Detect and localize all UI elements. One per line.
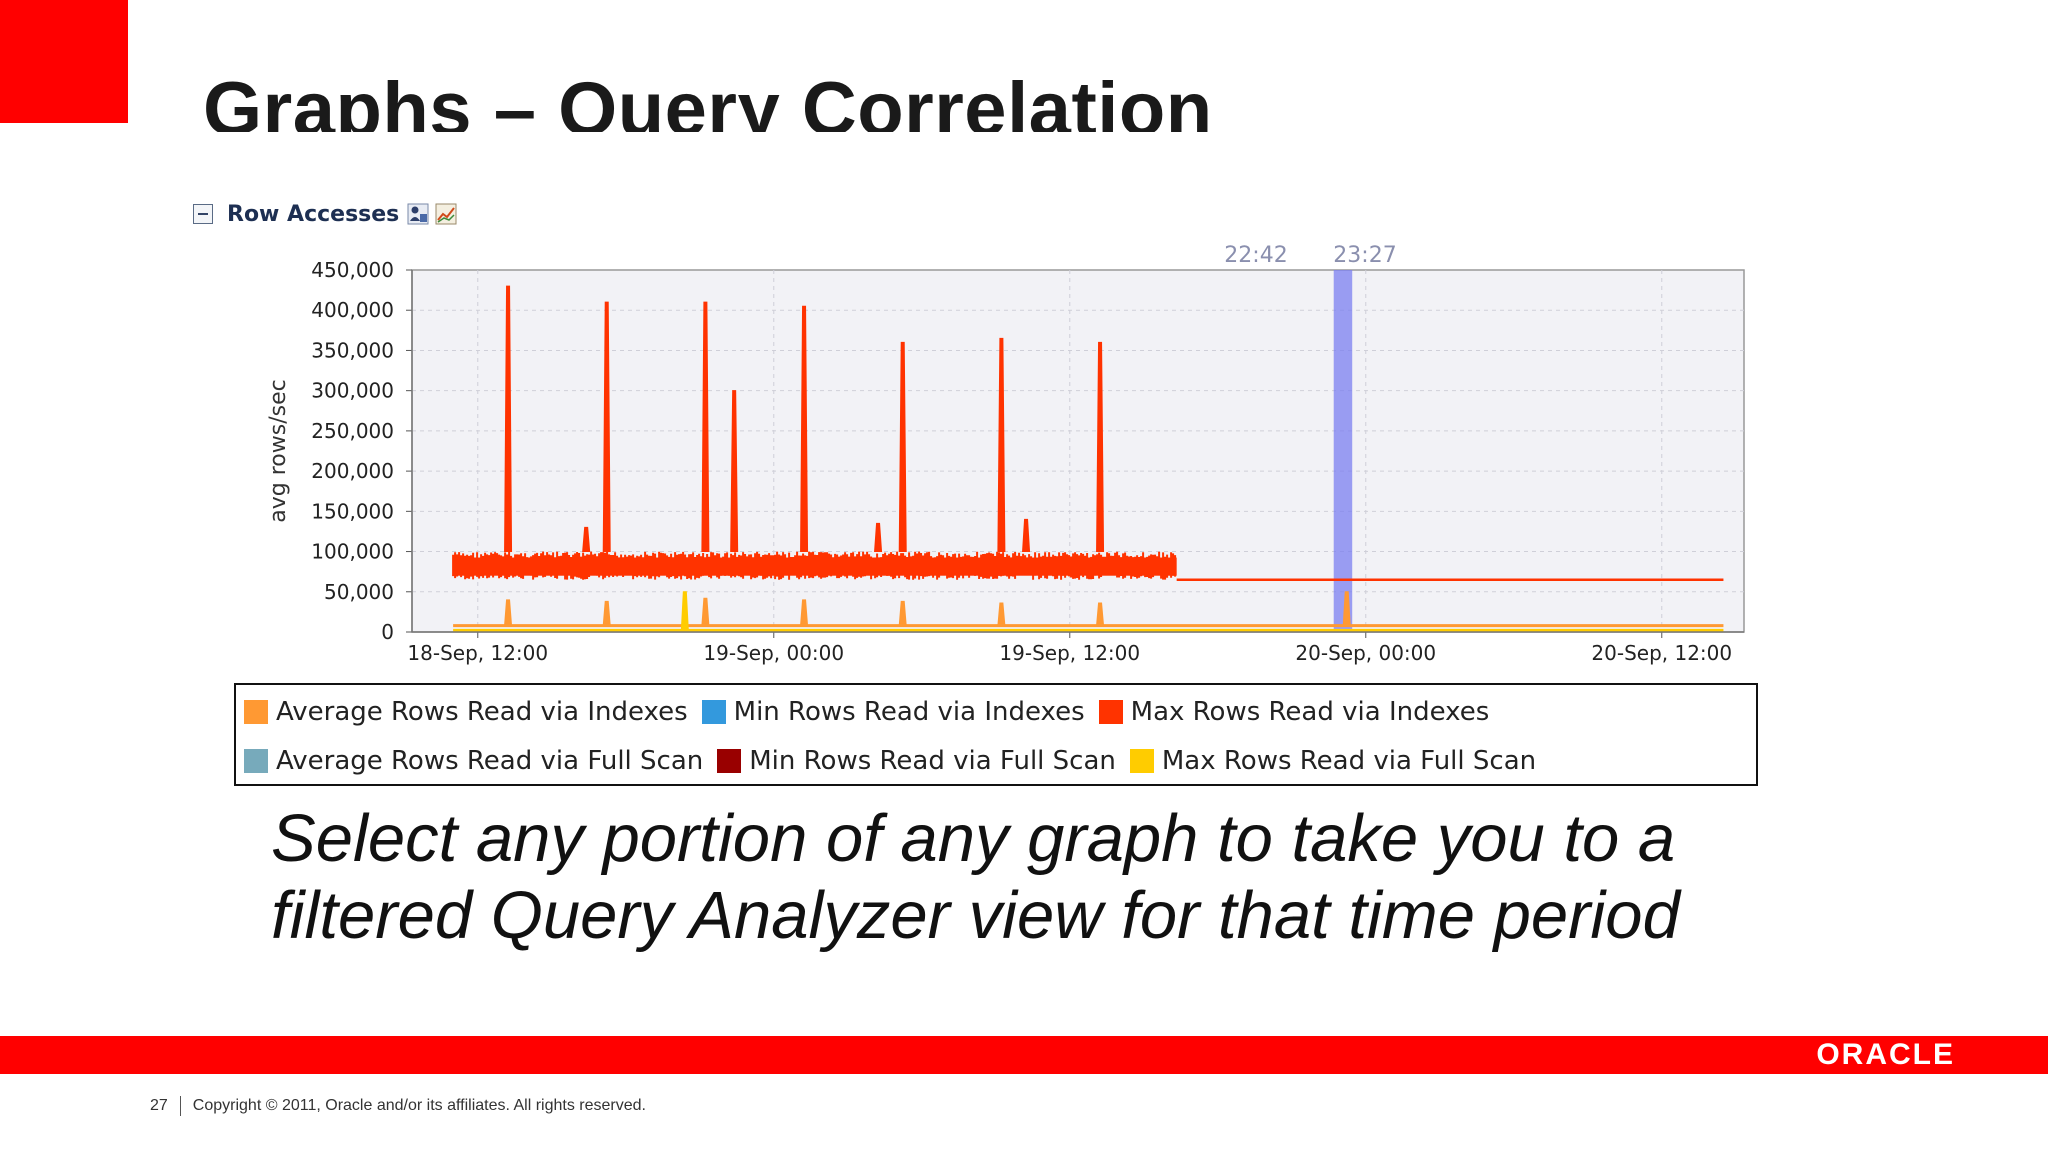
footer-bar (0, 1036, 2048, 1074)
series-spike (701, 301, 710, 553)
brand-red-block (0, 0, 128, 123)
selection-end-label: 23:27 (1333, 243, 1396, 268)
legend-label: Average Rows Read via Full Scan (276, 746, 704, 776)
series-spike (701, 597, 710, 627)
y-tick-label: 100,000 (311, 540, 394, 564)
page-number: 27 (150, 1097, 168, 1114)
x-tick-label: 19-Sep, 12:00 (999, 641, 1140, 665)
series-spike (800, 599, 809, 627)
series-spike (504, 599, 513, 627)
series-spike (874, 522, 883, 553)
y-tick-label: 0 (381, 620, 394, 644)
y-tick-label: 300,000 (311, 379, 394, 403)
y-tick-label: 250,000 (311, 419, 394, 443)
x-tick-label: 19-Sep, 00:00 (703, 641, 844, 665)
time-selection[interactable] (1333, 270, 1353, 632)
caption-line-1: Select any portion of any graph to take … (271, 801, 1676, 876)
y-tick-label: 50,000 (324, 580, 394, 604)
series-spike (1096, 602, 1105, 627)
x-tick-label: 20-Sep, 12:00 (1591, 641, 1732, 665)
x-tick-label: 20-Sep, 00:00 (1295, 641, 1436, 665)
series-spike (1022, 518, 1031, 553)
series-spike (800, 305, 809, 553)
chart-legend: Average Rows Read via Indexes Min Rows Re… (234, 683, 1758, 786)
y-tick-label: 200,000 (311, 459, 394, 483)
series-spike (680, 591, 689, 631)
panel-title: Row Accesses (227, 201, 400, 227)
y-tick-label: 150,000 (311, 499, 394, 523)
legend-label: Average Rows Read via Indexes (276, 697, 688, 727)
panel-header: Row Accesses (193, 197, 463, 231)
legend-swatch (1129, 749, 1154, 773)
series-spike (602, 600, 611, 627)
oracle-logo: ORACLE (1816, 1038, 1955, 1071)
y-tick-label: 400,000 (311, 298, 394, 322)
collapse-icon[interactable] (193, 204, 213, 224)
slide-title: Graphs – Query Correlation (203, 67, 1213, 132)
series-spike (1342, 591, 1351, 627)
footer: 27 Copyright © 2011, Oracle and/or its a… (150, 1096, 646, 1116)
series-spike (730, 390, 739, 553)
caption-line-2: filtered Query Analyzer view for that ti… (271, 878, 1680, 953)
legend-item[interactable]: Min Rows Read via Full Scan (717, 746, 1116, 776)
series-spike (582, 526, 591, 553)
selection-start-label: 22:42 (1224, 243, 1287, 268)
graph-icon[interactable] (435, 203, 457, 225)
legend-item[interactable]: Average Rows Read via Full Scan (244, 746, 703, 776)
legend-swatch (717, 749, 742, 773)
legend-item[interactable]: Average Rows Read via Indexes (244, 697, 688, 727)
y-axis-label: avg rows/sec (266, 379, 291, 522)
legend-swatch (244, 749, 268, 773)
y-tick-label: 350,000 (311, 338, 394, 362)
series-spike (602, 301, 611, 553)
legend-label: Min Rows Read via Full Scan (749, 746, 1116, 776)
row-accesses-chart[interactable]: 0 50,000 100,000 150,000 200,000 250,000 300,0… (0, 0, 2048, 680)
legend-item[interactable]: Max Rows Read via Full Scan (1129, 746, 1537, 776)
legend-row: Average Rows Read via Full Scan Min Rows … (244, 741, 1550, 781)
legend-row: Average Rows Read via Indexes Min Rows Re… (244, 692, 1503, 732)
series-spike (898, 600, 907, 627)
legend-item[interactable]: Max Rows Read via Indexes (1098, 697, 1490, 727)
legend-swatch (244, 700, 268, 724)
copyright: Copyright © 2011, Oracle and/or its affi… (192, 1097, 646, 1114)
legend-swatch (1098, 700, 1123, 724)
y-tick-label: 450,000 (311, 258, 394, 282)
legend-label: Max Rows Read via Indexes (1130, 697, 1490, 727)
legend-swatch (701, 700, 726, 724)
series-spike (898, 341, 907, 553)
user-filter-icon[interactable] (407, 203, 429, 225)
series-spike (1096, 341, 1105, 553)
legend-label: Min Rows Read via Indexes (733, 697, 1085, 727)
caption: Select any portion of any graph to take … (271, 800, 1771, 954)
legend-label: Max Rows Read via Full Scan (1161, 746, 1537, 776)
series-spike (997, 602, 1006, 627)
series-band-noise (452, 551, 1177, 580)
series-spike (997, 337, 1006, 553)
series-spike (504, 285, 513, 553)
legend-item[interactable]: Min Rows Read via Indexes (701, 697, 1085, 727)
footer-divider (179, 1096, 181, 1116)
x-tick-label: 18-Sep, 12:00 (407, 641, 548, 665)
